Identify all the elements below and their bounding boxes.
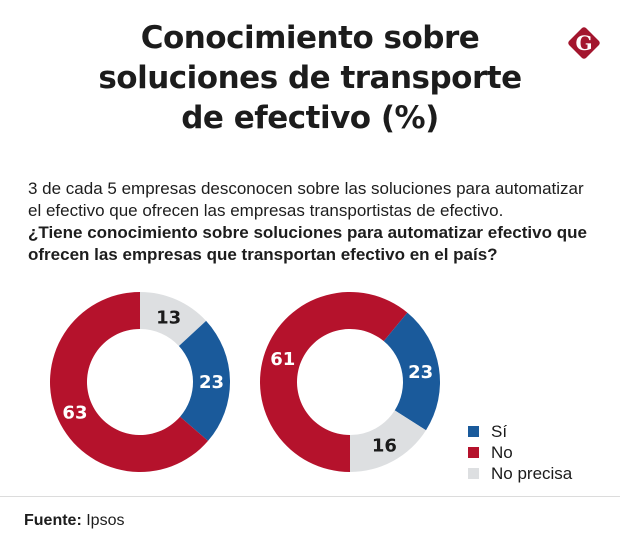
- donut-chart-1: 13 23 63: [50, 292, 231, 472]
- intro-line-2: el efectivo que ofrecen las empresas tra…: [28, 201, 504, 220]
- question-line-2: ofrecen las empresas que transportan efe…: [28, 245, 498, 264]
- legend-label-no-precisa: No precisa: [491, 464, 573, 483]
- donut-slice-no-precisa: [350, 410, 426, 472]
- chart-title: Conocimiento sobre soluciones de transpo…: [60, 18, 560, 138]
- legend-swatch-no: [468, 447, 479, 458]
- question-line-1: ¿Tiene conocimiento sobre soluciones par…: [28, 223, 587, 242]
- legend-item-no-precisa: No precisa: [468, 463, 572, 484]
- donut-slice-si: [383, 312, 440, 431]
- donut-slice-no: [50, 292, 209, 472]
- logo-letter: G: [575, 31, 592, 55]
- donut-chart-2: 61 23 16: [260, 292, 440, 472]
- data-label-no-precisa: 13: [156, 307, 181, 328]
- title-line-1: Conocimiento sobre: [140, 20, 480, 56]
- intro-line-1: 3 de cada 5 empresas desconocen sobre la…: [28, 179, 584, 198]
- donut-slice-no: [260, 292, 408, 472]
- donut-slice-si: [178, 320, 231, 441]
- legend-label-no: No: [491, 443, 513, 462]
- footer-divider: [0, 496, 620, 497]
- data-label-no: 63: [62, 403, 87, 424]
- legend-item-no: No: [468, 442, 572, 463]
- g-diamond-logo-icon: G: [568, 27, 600, 59]
- legend: Sí No No precisa: [468, 421, 572, 484]
- donut-charts: 13 23 63 61 23 16: [50, 292, 440, 472]
- title-line-3: de efectivo (%): [181, 100, 439, 136]
- data-label-no: 61: [270, 349, 295, 370]
- source-note: Fuente: Ipsos: [24, 512, 124, 530]
- source-value: Ipsos: [81, 512, 125, 529]
- data-label-no-precisa: 16: [372, 436, 397, 457]
- legend-swatch-si: [468, 426, 479, 437]
- legend-label-si: Sí: [491, 422, 508, 441]
- data-label-si: 23: [408, 362, 433, 383]
- source-label: Fuente:: [24, 512, 82, 529]
- intro-text: 3 de cada 5 empresas desconocen sobre la…: [28, 178, 608, 266]
- donut-slice-no-precisa: [140, 292, 207, 347]
- title-line-2: soluciones de transporte: [98, 60, 522, 96]
- data-label-si: 23: [199, 372, 224, 393]
- legend-item-si: Sí: [468, 421, 572, 442]
- legend-swatch-no-precisa: [468, 468, 479, 479]
